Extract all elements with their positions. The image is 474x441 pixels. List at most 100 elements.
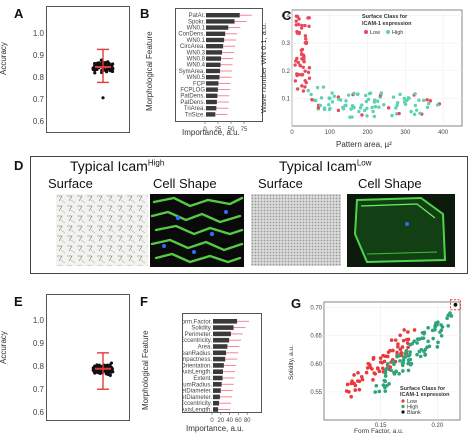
blank-highlight-box <box>449 299 461 311</box>
importance-bar <box>213 407 219 412</box>
high-point <box>396 353 401 358</box>
feature-label: CircArea. <box>180 44 205 50</box>
scatter-point <box>397 111 401 116</box>
high-point <box>382 103 386 107</box>
low-point <box>300 23 304 28</box>
high-point <box>362 108 367 113</box>
feature-label: PatDens. <box>180 94 205 100</box>
high-point <box>394 369 398 374</box>
scatter-point <box>330 91 334 95</box>
surface-image-low <box>251 194 341 266</box>
high-point <box>398 359 402 363</box>
high-point <box>413 92 417 96</box>
importance-bar <box>213 363 224 368</box>
high-point <box>376 99 380 103</box>
high-point <box>373 390 378 394</box>
scatter-point <box>366 97 371 102</box>
y-tick-label: 0.65 <box>310 334 322 340</box>
panel-b-xaxis: 0 25 50 75 <box>203 121 248 133</box>
accuracy-point <box>111 62 115 66</box>
high-point <box>339 98 343 102</box>
scatter-point <box>391 95 396 99</box>
importance-bar <box>213 400 220 406</box>
low-point <box>293 63 297 67</box>
x-tick-label: 0.15 <box>375 423 387 429</box>
low-point <box>349 394 354 399</box>
y-tick-label: 0.3 <box>282 41 291 47</box>
feature-label: SymArea. <box>179 69 206 75</box>
scatter-point <box>336 108 341 113</box>
high-point <box>423 347 428 352</box>
accuracy-point <box>103 63 107 67</box>
feature-label: TriSize. <box>185 112 205 118</box>
x-tick-label: 100 <box>325 130 336 136</box>
scatter-point <box>368 91 373 95</box>
low-point <box>293 79 298 83</box>
low-point <box>380 366 385 371</box>
panel-a-ytick: 0.8 <box>32 73 44 82</box>
accuracy-point <box>104 372 108 376</box>
scatter-point <box>428 99 433 103</box>
scatter-point <box>330 100 335 104</box>
low-point <box>391 348 395 353</box>
low-point <box>405 337 409 342</box>
x-tick-label: 400 <box>438 130 449 136</box>
scatter-point <box>418 111 422 115</box>
panel-e-ytick: 0.6 <box>32 408 44 417</box>
high-point <box>319 96 324 100</box>
panel-a-ytick: 0.9 <box>32 51 44 60</box>
high-point <box>391 359 395 364</box>
high-point <box>409 109 413 114</box>
high-point <box>349 107 353 111</box>
scatter-point <box>390 113 394 118</box>
feature-label: ConDens. <box>178 32 205 38</box>
low-point <box>300 72 304 77</box>
low-point <box>299 48 304 52</box>
accuracy-point <box>95 62 99 66</box>
high-point <box>414 108 419 112</box>
low-point <box>393 359 398 364</box>
high-point <box>383 374 388 378</box>
feature-label: WN0.1 <box>187 26 206 32</box>
low-point <box>307 24 311 29</box>
low-point <box>398 347 403 352</box>
low-point <box>294 59 298 63</box>
low-point <box>388 348 392 353</box>
cell-shape-label-high: Cell Shape <box>153 176 217 191</box>
high-point <box>439 323 443 327</box>
low-point <box>303 23 307 28</box>
high-point <box>413 103 418 108</box>
importance-bar <box>213 331 231 337</box>
x-tick-label: 0 <box>290 130 294 136</box>
panel-a-dotplot <box>91 48 115 100</box>
high-point <box>322 107 327 112</box>
scatter-point <box>412 112 417 117</box>
importance-bar <box>206 93 218 98</box>
feature-label: MinFeretDiameter. <box>183 395 212 401</box>
panel-e-ytick: 0.7 <box>32 385 44 394</box>
low-point <box>300 84 304 88</box>
importance-bar <box>206 56 222 61</box>
panel-e-ytick: 0.8 <box>32 362 44 371</box>
importance-bar <box>213 369 223 374</box>
low-point <box>303 34 308 38</box>
y-tick-label: 0.1 <box>282 96 291 102</box>
panel-b-xlabel: Importance, a.u. <box>182 128 240 137</box>
importance-bar <box>213 319 238 324</box>
legend-label: Blank <box>407 410 421 416</box>
panel-f-frame: Form.Factor.Solidity.Perimeter.Eccentric… <box>182 313 262 413</box>
high-point <box>418 354 423 359</box>
legend-high-label: High <box>392 30 403 36</box>
legend-label: Low <box>407 399 417 405</box>
high-point <box>404 349 409 353</box>
low-point <box>352 373 356 377</box>
feature-label: Form.Factor. <box>183 319 212 325</box>
feature-label: Spokr. <box>188 19 205 25</box>
low-point <box>383 354 388 359</box>
low-point <box>366 361 371 366</box>
importance-bar <box>213 394 220 400</box>
low-point <box>396 344 400 349</box>
x-tick-label: 60 <box>235 418 242 424</box>
scatter-point <box>425 98 429 102</box>
x-tick-label: 300 <box>400 130 411 136</box>
